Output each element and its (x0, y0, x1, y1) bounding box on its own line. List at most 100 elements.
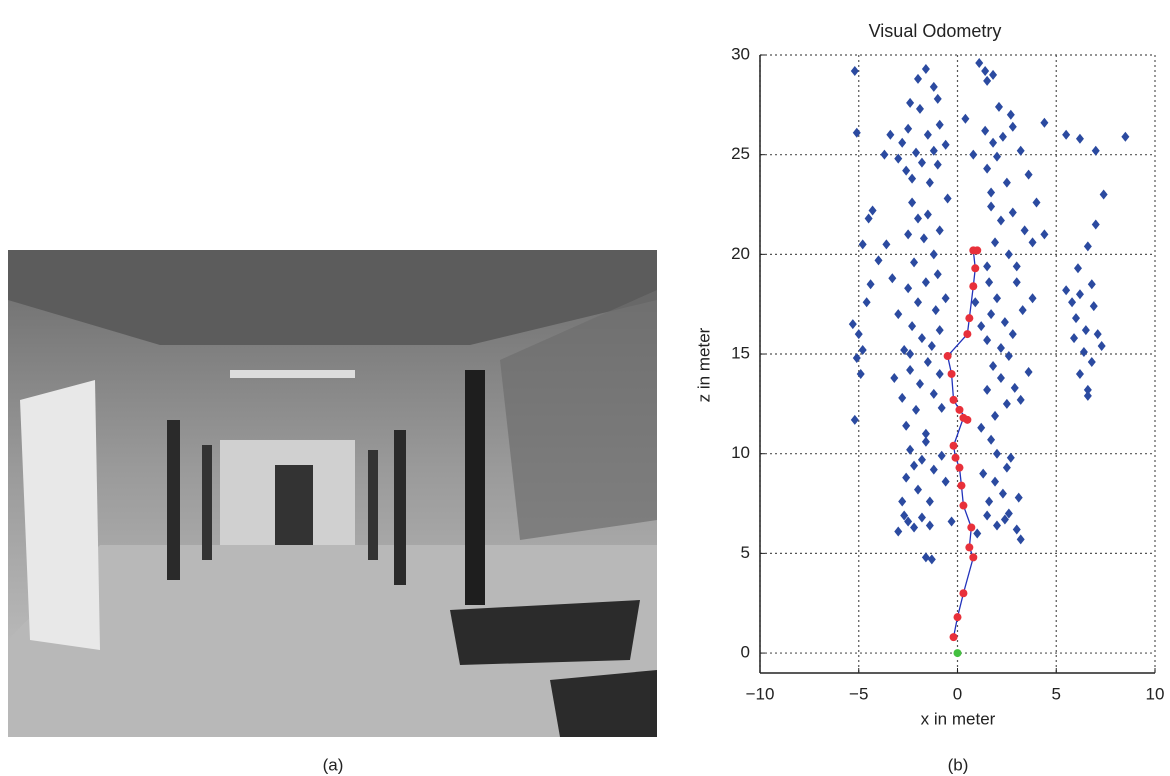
landmark-point (925, 520, 934, 531)
landmark-point (1012, 277, 1021, 288)
landmark-point (910, 257, 919, 268)
landmark-point (977, 422, 986, 433)
landmark-point (987, 309, 996, 320)
trajectory-point (949, 633, 958, 642)
landmark-point (888, 273, 897, 284)
landmark-point (1062, 129, 1071, 140)
landmark-point (998, 488, 1007, 499)
landmark-point (1000, 514, 1009, 525)
landmark-point (917, 512, 926, 523)
landmark-point (912, 404, 921, 415)
landmark-point (1006, 452, 1015, 463)
trajectory-point (949, 395, 958, 404)
landmark-point (906, 349, 915, 360)
landmark-point (912, 147, 921, 158)
landmark-point (989, 69, 998, 80)
landmark-point (1072, 313, 1080, 324)
landmark-point (1018, 305, 1027, 316)
landmark-point (1083, 384, 1092, 395)
landmark-point (1012, 524, 1021, 535)
landmark-point (894, 526, 903, 537)
landmark-point (848, 319, 857, 330)
x-tick-label: 0 (953, 684, 962, 703)
landmark-point (904, 123, 913, 134)
landmark-point (1000, 317, 1009, 328)
x-tick-label: 5 (1052, 684, 1061, 703)
landmark-point (1068, 297, 1077, 308)
landmark-point (906, 444, 915, 455)
landmark-point (1016, 534, 1025, 545)
landmark-point (1093, 329, 1102, 340)
landmark-point (983, 510, 992, 521)
landmark-point (856, 368, 865, 379)
trajectory-point (947, 369, 956, 378)
landmark-point (981, 65, 990, 76)
y-tick-label: 30 (731, 44, 750, 63)
y-axis-label: z in meter (694, 327, 713, 402)
landmark-point (919, 233, 928, 244)
landmark-point (915, 378, 924, 389)
landmark-point (902, 472, 911, 483)
trajectory-point (953, 613, 962, 622)
landmark-point (993, 520, 1001, 531)
trajectory-point (965, 543, 974, 552)
landmark-point (1004, 249, 1013, 260)
landmark-point (1008, 207, 1017, 218)
landmark-point (854, 329, 863, 340)
landmark-point (929, 464, 938, 475)
landmark-point (908, 321, 917, 332)
landmark-point (923, 129, 932, 140)
landmark-point (933, 159, 942, 170)
landmark-point (858, 345, 867, 356)
landmark-point (906, 364, 915, 375)
landmark-point (1016, 394, 1025, 405)
landmark-point (850, 65, 859, 76)
landmark-point (910, 522, 919, 533)
landmark-point (993, 151, 1001, 162)
landmark-point (906, 97, 915, 108)
landmark-point (1091, 219, 1100, 230)
landmark-point (908, 197, 917, 208)
landmark-point (1073, 263, 1082, 274)
landmark-point (882, 239, 891, 250)
y-tick-label: 15 (731, 344, 750, 363)
landmark-point (983, 335, 992, 346)
landmark-point (904, 516, 913, 527)
landmark-point (917, 454, 926, 465)
trajectory-point (955, 463, 964, 472)
landmark-point (894, 309, 903, 320)
landmark-point (1002, 398, 1011, 409)
landmark-point (1121, 131, 1130, 142)
landmark-point (1089, 301, 1098, 312)
landmark-point (900, 510, 909, 521)
landmark-point (904, 283, 913, 294)
trajectory-point (959, 501, 968, 510)
landmark-point (898, 137, 907, 148)
landmark-point (908, 173, 917, 184)
landmark-point (1012, 261, 1021, 272)
x-tick-label: −5 (849, 684, 868, 703)
landmark-point (929, 388, 938, 399)
landmark-point (890, 372, 899, 383)
landmark-point (1028, 237, 1037, 248)
landmark-point (1099, 189, 1108, 200)
landmark-point (977, 321, 986, 332)
landmark-point (1087, 279, 1096, 290)
landmark-point (1020, 225, 1029, 236)
landmark-point (991, 410, 1000, 421)
y-tick-label: 25 (731, 144, 750, 163)
landmark-point (1040, 229, 1049, 240)
landmark-point (985, 496, 994, 507)
landmark-point (910, 460, 919, 471)
landmark-point (1091, 145, 1100, 156)
landmark-point (1014, 492, 1023, 503)
landmark-point (894, 153, 903, 164)
trajectory-point (951, 453, 960, 462)
landmark-point (921, 436, 930, 447)
landmark-point (1024, 366, 1033, 377)
landmark-point (914, 484, 922, 495)
landmark-point (914, 213, 922, 224)
landmark-point (902, 165, 911, 176)
landmark-point (1004, 508, 1013, 519)
landmark-point (1083, 390, 1092, 401)
